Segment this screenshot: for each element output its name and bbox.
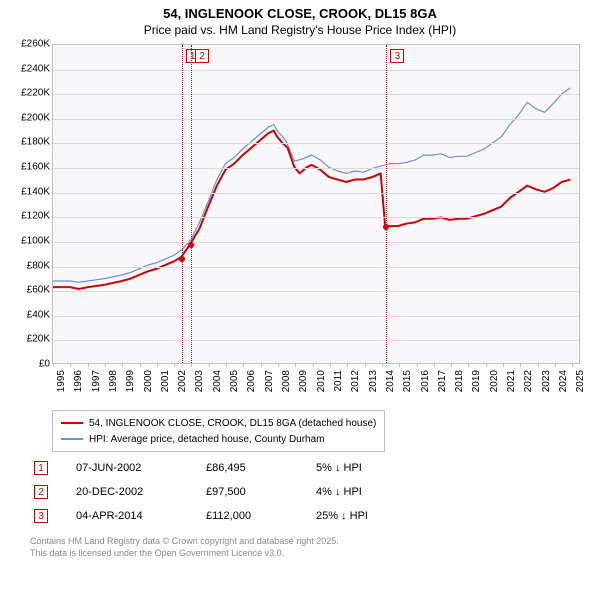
license-text: Contains HM Land Registry data © Crown c… [30, 536, 339, 559]
x-tick-label: 2008 [281, 370, 292, 392]
x-tick-label: 2007 [264, 370, 275, 392]
x-tick-label: 2014 [385, 370, 396, 392]
y-tick-label: £100K [10, 235, 50, 246]
sale-delta: 4% ↓ HPI [316, 486, 426, 498]
series-hpi [53, 88, 570, 282]
y-tick-label: £120K [10, 211, 50, 222]
x-tick-label: 2006 [246, 370, 257, 392]
y-tick-label: £20K [10, 334, 50, 345]
sale-marker-dot [179, 256, 185, 262]
x-tick-label: 2016 [420, 370, 431, 392]
x-tick-label: 2024 [558, 370, 569, 392]
x-tick-label: 1997 [91, 370, 102, 392]
x-tick-label: 2010 [316, 370, 327, 392]
sale-marker-box: 3 [390, 49, 404, 63]
chart-area: £0 £20K £40K £60K £80K £100K £120K £140K £160K £1… [10, 44, 590, 404]
sales-table: 1 07-JUN-2002 £86,495 5% ↓ HPI 2 20-DEC-… [34, 456, 426, 528]
license-line: This data is licensed under the Open Gov… [30, 548, 339, 560]
x-tick-label: 2003 [194, 370, 205, 392]
x-tick-label: 2021 [506, 370, 517, 392]
x-tick-label: 1999 [125, 370, 136, 392]
legend-label: 54, INGLENOOK CLOSE, CROOK, DL15 8GA (de… [89, 418, 376, 429]
chart-container: 54, INGLENOOK CLOSE, CROOK, DL15 8GA Pri… [0, 0, 600, 590]
x-tick-label: 2018 [454, 370, 465, 392]
sale-marker-num: 2 [34, 485, 48, 499]
sale-marker-line [386, 45, 387, 363]
sales-row: 1 07-JUN-2002 £86,495 5% ↓ HPI [34, 456, 426, 480]
x-tick-label: 2019 [471, 370, 482, 392]
legend: 54, INGLENOOK CLOSE, CROOK, DL15 8GA (de… [52, 410, 385, 452]
y-tick-label: £60K [10, 285, 50, 296]
sale-price: £112,000 [206, 510, 316, 522]
x-tick-label: 2013 [368, 370, 379, 392]
sale-price: £97,500 [206, 486, 316, 498]
x-tick-label: 2025 [575, 370, 586, 392]
y-tick-label: £240K [10, 63, 50, 74]
x-tick-label: 2002 [177, 370, 188, 392]
y-tick-label: £260K [10, 39, 50, 50]
license-line: Contains HM Land Registry data © Crown c… [30, 536, 339, 548]
sale-marker-num: 3 [34, 509, 48, 523]
x-tick-label: 2009 [298, 370, 309, 392]
x-tick-label: 2017 [437, 370, 448, 392]
x-tick-label: 2000 [143, 370, 154, 392]
x-tick-label: 1998 [108, 370, 119, 392]
x-tick-label: 2005 [229, 370, 240, 392]
x-tick-label: 1995 [56, 370, 67, 392]
x-tick-label: 2001 [160, 370, 171, 392]
sale-delta: 5% ↓ HPI [316, 462, 426, 474]
sales-row: 2 20-DEC-2002 £97,500 4% ↓ HPI [34, 480, 426, 504]
y-tick-label: £0 [10, 359, 50, 370]
sale-date: 07-JUN-2002 [76, 462, 206, 474]
y-tick-label: £80K [10, 260, 50, 271]
legend-item: HPI: Average price, detached house, Coun… [61, 431, 376, 447]
sale-marker-dot [188, 242, 194, 248]
x-tick-label: 2022 [523, 370, 534, 392]
x-tick-label: 2012 [350, 370, 361, 392]
sale-date: 04-APR-2014 [76, 510, 206, 522]
legend-swatch [61, 438, 83, 439]
chart-title: 54, INGLENOOK CLOSE, CROOK, DL15 8GA [0, 6, 600, 21]
sales-row: 3 04-APR-2014 £112,000 25% ↓ HPI [34, 504, 426, 528]
y-tick-label: £40K [10, 309, 50, 320]
y-tick-label: £200K [10, 112, 50, 123]
y-tick-label: £220K [10, 88, 50, 99]
x-tick-label: 2023 [541, 370, 552, 392]
sale-date: 20-DEC-2002 [76, 486, 206, 498]
y-tick-label: £140K [10, 186, 50, 197]
legend-item: 54, INGLENOOK CLOSE, CROOK, DL15 8GA (de… [61, 415, 376, 431]
legend-label: HPI: Average price, detached house, Coun… [89, 434, 325, 445]
sale-marker-box: 2 [195, 49, 209, 63]
sale-delta: 25% ↓ HPI [316, 510, 426, 522]
x-tick-label: 2004 [212, 370, 223, 392]
sale-marker-dot [383, 224, 389, 230]
x-tick-label: 2011 [333, 370, 344, 392]
y-tick-label: £180K [10, 137, 50, 148]
series-property [53, 131, 570, 289]
sale-price: £86,495 [206, 462, 316, 474]
x-tick-label: 1996 [73, 370, 84, 392]
sale-marker-line [182, 45, 183, 363]
sale-marker-line [191, 45, 192, 363]
sale-marker-num: 1 [34, 461, 48, 475]
x-tick-label: 2020 [489, 370, 500, 392]
y-tick-label: £160K [10, 162, 50, 173]
legend-swatch [61, 422, 83, 424]
plot-area: 123 [52, 44, 580, 364]
title-block: 54, INGLENOOK CLOSE, CROOK, DL15 8GA Pri… [0, 0, 600, 37]
chart-subtitle: Price paid vs. HM Land Registry's House … [0, 23, 600, 37]
x-tick-label: 2015 [402, 370, 413, 392]
